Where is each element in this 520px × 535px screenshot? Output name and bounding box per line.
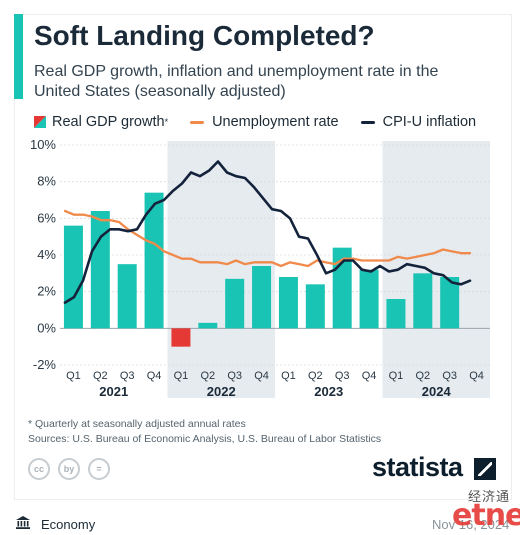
y-tick-label: -2% — [33, 357, 57, 372]
x-tick-year: 2024 — [422, 384, 452, 399]
statista-mark-icon — [474, 458, 496, 480]
legend-item-gdp: Real GDP growth * — [34, 114, 168, 130]
unemployment-line — [63, 209, 472, 268]
gdp-bar — [386, 299, 406, 329]
y-tick-label: 8% — [37, 174, 56, 189]
watermark-logo: etnet — [452, 498, 520, 533]
gdp-bar — [117, 264, 137, 329]
y-tick-label: 2% — [37, 284, 56, 299]
legend-item-cpi: CPI-U inflation — [360, 114, 477, 130]
sources-note: Sources: U.S. Bureau of Economic Analysi… — [28, 433, 382, 445]
x-tick-quarter: Q1 — [66, 370, 81, 382]
gdp-bar — [305, 284, 325, 329]
y-tick-label: 0% — [37, 320, 56, 335]
unemployment-swatch-icon — [190, 120, 205, 124]
title-accent-bar — [14, 14, 23, 99]
creative-commons-icon[interactable]: cc — [28, 458, 50, 480]
x-tick-year: 2022 — [207, 384, 236, 399]
legend-label-gdp: Real GDP growth — [52, 114, 165, 130]
x-tick-year: 2023 — [314, 384, 343, 399]
x-tick-quarter: Q4 — [362, 370, 377, 382]
gdp-swatch-icon — [34, 116, 46, 128]
gdp-bar — [225, 278, 245, 329]
page-subtitle: Real GDP growth, inflation and unemploym… — [34, 63, 439, 100]
x-tick-year: 2021 — [99, 384, 128, 399]
publish-date: Nov 16, 2024 — [432, 517, 510, 532]
gdp-bar — [252, 266, 272, 329]
x-tick-quarter: Q2 — [200, 370, 215, 382]
x-tick-quarter: Q4 — [254, 370, 269, 382]
gdp-bar — [198, 322, 218, 329]
footnote: * Quarterly at seasonally adjusted annua… — [28, 418, 246, 430]
gdp-bar — [144, 192, 164, 329]
x-tick-quarter: Q2 — [308, 370, 323, 382]
x-tick-quarter: Q4 — [469, 370, 484, 382]
x-tick-quarter: Q3 — [335, 370, 350, 382]
legend-item-unemployment: Unemployment rate — [190, 114, 339, 130]
cpi-swatch-icon — [360, 120, 375, 124]
legend-label-unemployment: Unemployment rate — [212, 114, 339, 130]
legend-gdp-footnote-mark: * — [164, 117, 169, 127]
x-tick-quarter: Q3 — [227, 370, 242, 382]
y-tick-label: 10% — [30, 137, 56, 152]
y-tick-label: 6% — [37, 210, 56, 225]
category-link[interactable]: Economy — [41, 517, 96, 532]
legend-label-cpi: CPI-U inflation — [382, 114, 477, 130]
no-derivatives-icon[interactable]: = — [88, 458, 110, 480]
gdp-bar — [90, 211, 110, 329]
gdp-bar — [171, 328, 191, 347]
bottom-bar: Economy Nov 16, 2024 — [0, 508, 520, 535]
x-tick-quarter: Q3 — [120, 370, 135, 382]
statista-logo[interactable]: statista — [372, 452, 463, 482]
x-tick-quarter: Q2 — [93, 370, 108, 382]
gdp-bar — [63, 225, 83, 329]
gdp-bar — [359, 269, 379, 329]
y-tick-label: 4% — [37, 247, 56, 262]
x-tick-quarter: Q2 — [415, 370, 430, 382]
watermark-chinese: 经济通 — [468, 489, 511, 504]
chart-plot: 10% 8% 6% 4% 2% 0% -2% Q1 Q2 Q3 Q4 Q1 Q2 Q3 Q4 Q1 Q2 Q3 Q4… — [30, 137, 490, 399]
page-title: Soft Landing Completed? — [34, 20, 375, 51]
x-tick-quarter: Q1 — [281, 370, 296, 382]
x-tick-quarter: Q3 — [442, 370, 457, 382]
attribution-icon[interactable]: by — [58, 458, 80, 480]
chart-legend: Real GDP growth * Unemployment rate CPI-U… — [34, 112, 498, 132]
gdp-bar — [278, 277, 298, 329]
bank-icon — [16, 516, 30, 529]
cpi-line — [63, 160, 472, 304]
x-tick-quarter: Q1 — [174, 370, 189, 382]
gdp-bar — [440, 277, 460, 329]
x-tick-quarter: Q1 — [389, 370, 404, 382]
x-tick-quarter: Q4 — [147, 370, 162, 382]
gdp-bar — [413, 273, 433, 329]
